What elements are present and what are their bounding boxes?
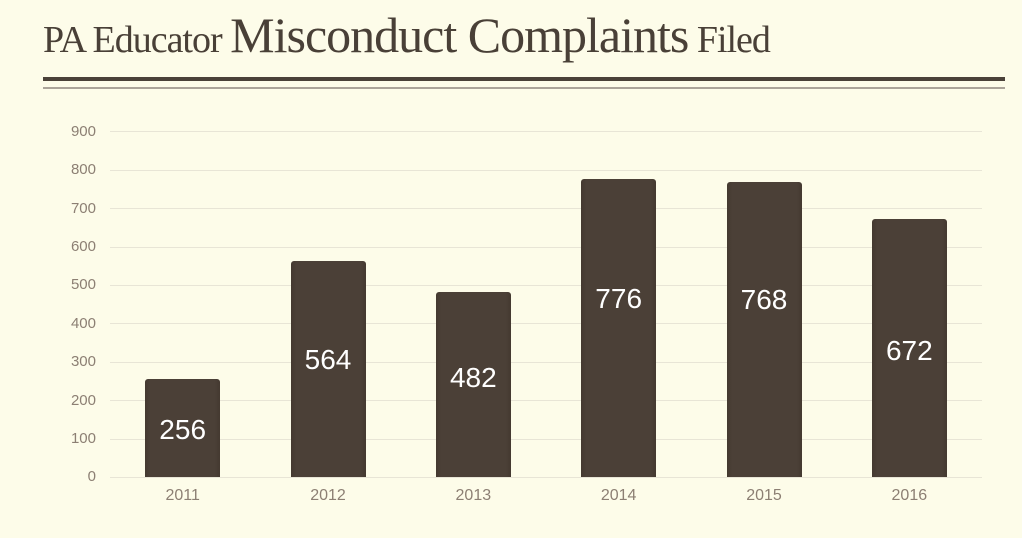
bar-2015: 768 — [726, 182, 802, 478]
title-divider-thick — [43, 77, 1005, 81]
title-prefix: PA Educator — [43, 19, 231, 61]
title-divider-thin — [43, 87, 1005, 89]
bar-2012: 564 — [290, 260, 366, 478]
gridline-0 — [110, 476, 982, 478]
x-axis-label-2014: 2014 — [600, 487, 637, 504]
y-axis-tick-label-900: 900 — [70, 122, 96, 140]
gridline-300 — [110, 361, 982, 363]
y-axis-tick-label-500: 500 — [70, 276, 96, 294]
y-axis-tick-label-100: 100 — [70, 430, 96, 447]
title-emphasis: Misconduct Complaints — [230, 7, 689, 63]
page-title: PA Educator Misconduct Complaints Filed — [43, 7, 771, 65]
gridline-800 — [110, 169, 982, 171]
bar-value-label-2013: 482 — [449, 362, 497, 394]
gridline-700 — [110, 208, 982, 210]
bar-value-label-2015: 768 — [740, 284, 788, 316]
bar-2016: 672 — [871, 219, 947, 478]
x-axis-label-2013: 2013 — [455, 487, 492, 504]
x-axis-label-2011: 2011 — [165, 487, 200, 504]
bar-value-label-2016: 672 — [885, 334, 933, 366]
y-axis-tick-label-200: 200 — [70, 391, 96, 409]
bar-2013: 482 — [435, 292, 511, 478]
y-axis-tick-label-400: 400 — [70, 314, 96, 332]
bar-value-label-2012: 564 — [304, 344, 352, 376]
y-axis-tick-label-800: 800 — [70, 161, 96, 179]
gridline-200 — [110, 400, 982, 402]
title-suffix: Filed — [688, 19, 771, 61]
y-axis-tick-label-0: 0 — [87, 468, 96, 486]
bar-value-label-2011: 256 — [159, 414, 207, 446]
y-axis-tick-label-700: 700 — [70, 199, 96, 217]
bar-value-label-2014: 776 — [595, 282, 643, 314]
y-axis-tick-label-600: 600 — [70, 238, 96, 255]
gridline-100 — [110, 438, 982, 440]
gridline-400 — [110, 323, 982, 325]
gridline-500 — [110, 284, 982, 286]
x-axis-label-2015: 2015 — [746, 487, 782, 504]
bar-2014: 776 — [581, 179, 657, 478]
gridline-900 — [110, 131, 982, 133]
x-axis-label-2016: 2016 — [891, 487, 928, 504]
gridline-600 — [110, 246, 982, 248]
x-axis-label-2012: 2012 — [310, 487, 346, 504]
bar-2011: 256 — [145, 379, 221, 478]
y-axis-tick-label-300: 300 — [70, 353, 96, 371]
